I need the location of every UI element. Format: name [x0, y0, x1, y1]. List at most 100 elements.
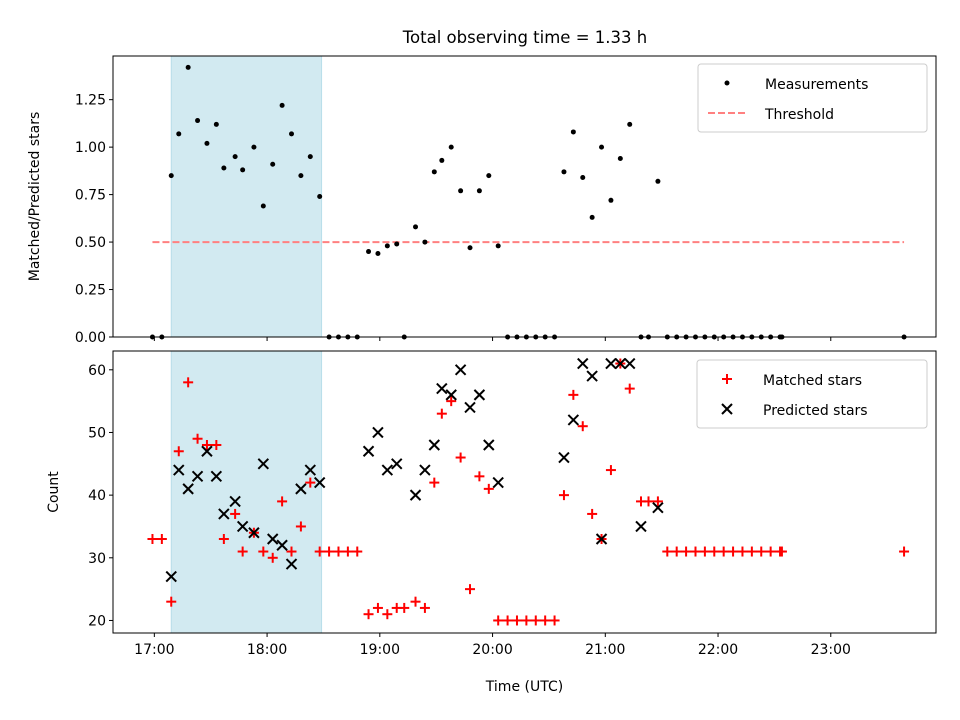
bottom-y-axis: 20 30 40 50 60 [88, 363, 113, 629]
measurement-point [375, 250, 381, 256]
matched-star-point [183, 377, 194, 388]
predicted-star-point [624, 357, 636, 370]
bottom-legend: Matched stars Predicted stars [696, 359, 928, 429]
y-tick-label: 0.00 [75, 330, 106, 346]
y-tick-label: 20 [88, 613, 106, 629]
matched-star-point [352, 546, 363, 557]
measurement-point [307, 154, 313, 160]
y-tick-label: 50 [88, 425, 106, 441]
measurement-point [599, 144, 605, 150]
legend-predicted-stars-label: Predicted stars [763, 403, 868, 419]
predicted-star-point [236, 520, 249, 533]
matched-star-point [333, 546, 344, 557]
x-tick-label: 22:00 [698, 642, 738, 658]
matched-star-point [549, 615, 560, 626]
y-tick-label: 1.25 [75, 93, 106, 109]
matched-star-point [230, 508, 241, 519]
measurement-point [185, 64, 191, 70]
measurement-point [561, 169, 567, 175]
measurement-point [298, 173, 304, 179]
measurement-point [589, 214, 595, 220]
predicted-star-point [304, 464, 317, 476]
measurement-point [195, 118, 201, 124]
top-panel: 0.00 0.25 0.50 0.75 1.00 1.25 Matched/Predict… [27, 55, 937, 346]
x-tick-label: 17:00 [134, 642, 174, 658]
matched-star-point [201, 440, 212, 450]
predicted-star-point [567, 414, 580, 426]
bottom-plot-frame [112, 350, 937, 634]
matched-star-point [690, 546, 701, 557]
predicted-star-point [419, 464, 431, 476]
predicted-star-point [165, 570, 177, 583]
measurement-point [458, 188, 464, 194]
predicted-star-point [285, 558, 298, 570]
matched-star-point [399, 602, 410, 613]
matched-star-point [410, 596, 421, 607]
measurement-point [232, 154, 238, 160]
matched-star-point [211, 440, 222, 450]
top-chart-title: Total observing time = 1.33 h [402, 28, 647, 47]
measurement-point [608, 197, 614, 203]
y-tick-label: 30 [88, 551, 106, 567]
predicted-star-point [229, 495, 241, 508]
matched-star-point [314, 546, 325, 557]
matched-star-point [662, 546, 673, 557]
matched-star-point [765, 546, 776, 557]
matched-star-point [718, 546, 729, 557]
y-tick-label: 0.25 [75, 283, 106, 299]
legend-x-glyph [721, 403, 733, 415]
measurement-point [413, 224, 419, 230]
predicted-star-point [586, 370, 598, 382]
predicted-star-point [454, 364, 467, 376]
top-y-axis-label: Matched/Predicted stars [27, 112, 43, 282]
measurement-point [240, 167, 246, 173]
matched-star-point [699, 546, 710, 557]
measurement-point [168, 173, 174, 179]
matched-star-point [218, 534, 229, 544]
x-tick-label: 19:00 [360, 642, 400, 658]
matched-star-point [530, 615, 541, 626]
predicted-star-point [218, 508, 230, 520]
matched-star-point [483, 483, 494, 494]
matched-star-point [776, 546, 787, 557]
matched-star-point [455, 452, 466, 463]
predicted-star-point [445, 389, 457, 401]
bottom-marks [147, 357, 910, 626]
measurement-point [580, 175, 586, 181]
matched-star-point [342, 546, 353, 557]
x-tick-label: 18:00 [247, 642, 287, 658]
measurement-point [467, 245, 473, 251]
x-tick-label: 23:00 [811, 642, 851, 658]
predicted-star-point [558, 451, 570, 464]
matched-star-point [558, 490, 569, 501]
predicted-star-point [173, 464, 185, 476]
legend-matched-stars-marker [722, 374, 732, 384]
predicted-star-point [652, 501, 664, 514]
measurement-point [213, 121, 219, 127]
predicted-star-point [201, 445, 213, 457]
top-legend-box [697, 63, 928, 133]
predicted-star-point [248, 527, 260, 539]
y-tick-label: 40 [88, 488, 106, 504]
predicted-star-point [605, 357, 617, 370]
matched-star-point [382, 609, 393, 620]
predicted-star-point [391, 458, 403, 470]
matched-star-point [605, 465, 616, 476]
x-tick-label: 20:00 [472, 642, 512, 658]
predicted-star-point [483, 439, 495, 451]
predicted-star-point [182, 483, 194, 495]
bottom-y-axis-label: Count [46, 471, 62, 513]
measurement-point [495, 243, 501, 249]
matched-star-point [671, 546, 682, 557]
predicted-star-point [267, 533, 279, 545]
matched-star-point [258, 546, 269, 557]
predicted-star-point [436, 382, 448, 395]
top-observing-interval-shade [170, 55, 323, 338]
measurement-point [439, 157, 445, 163]
matched-star-point [192, 433, 203, 444]
matched-star-point [237, 546, 248, 557]
matched-star-point [363, 609, 374, 620]
matched-star-point [746, 546, 757, 557]
predicted-star-point [362, 445, 375, 457]
